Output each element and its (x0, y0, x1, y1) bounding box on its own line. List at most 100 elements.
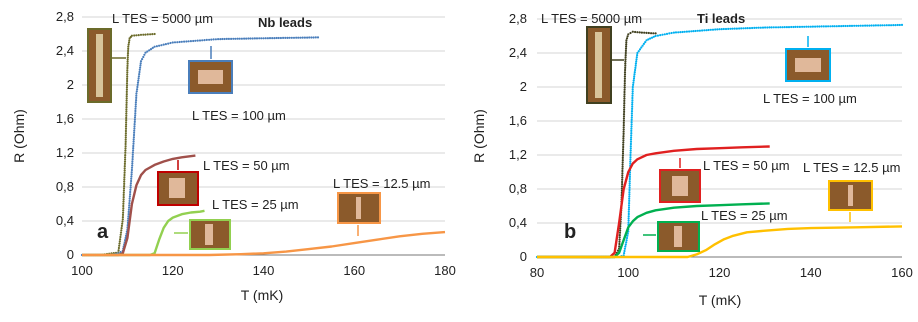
data-point (187, 40, 190, 43)
data-point (125, 123, 128, 126)
data-point (857, 24, 860, 27)
data-point (271, 37, 274, 40)
data-point (299, 36, 302, 39)
data-point (133, 127, 136, 130)
data-point (117, 249, 120, 252)
data-point (768, 26, 771, 29)
data-point (731, 27, 734, 30)
data-point (142, 33, 145, 36)
data-point (835, 25, 838, 28)
data-point (630, 114, 634, 117)
data-point (125, 114, 128, 117)
data-point (133, 125, 136, 128)
data-point (623, 77, 627, 80)
data-point (230, 37, 233, 41)
data-point (155, 45, 158, 48)
panel-b-label-12-5um: L TES = 12.5 µm (803, 160, 900, 175)
data-point (844, 24, 847, 28)
data-point (663, 33, 666, 36)
data-point (622, 132, 625, 135)
data-point (643, 31, 646, 34)
data-point (264, 37, 267, 40)
data-point (212, 38, 215, 41)
panel-a-leads-title: Nb leads (258, 15, 312, 30)
data-point (125, 86, 128, 89)
data-point (720, 28, 723, 31)
data-point (674, 31, 678, 34)
data-point (130, 34, 133, 37)
panel-a-label-5000um: L TES = 5000 µm (112, 11, 213, 26)
data-point (654, 34, 657, 38)
data-point (892, 24, 895, 27)
data-point (124, 138, 127, 141)
data-point (688, 30, 691, 33)
data-point (890, 24, 893, 27)
data-point (245, 37, 248, 40)
data-point (125, 82, 129, 85)
data-point (122, 200, 125, 203)
data-point (118, 242, 121, 245)
data-point (783, 26, 786, 29)
data-point (128, 195, 131, 198)
y-tick-label: 2,8 (56, 9, 74, 24)
data-point (130, 175, 133, 178)
data-point (119, 238, 122, 241)
data-point (629, 162, 632, 165)
data-point (624, 56, 627, 59)
y-tick-label: 2,4 (56, 43, 74, 58)
data-point (128, 202, 131, 205)
data-point (622, 124, 625, 127)
data-point (630, 118, 633, 121)
data-point (123, 171, 126, 174)
data-point (275, 36, 278, 40)
data-point (286, 36, 289, 40)
data-point (120, 229, 123, 232)
data-point (119, 231, 123, 234)
data-point (790, 25, 793, 29)
data-point (707, 28, 710, 32)
data-point (135, 90, 138, 93)
panel-b-xlabel: T (mK) (699, 292, 742, 308)
data-point (129, 188, 132, 191)
panel-b-label-5000um: L TES = 5000 µm (541, 11, 642, 26)
data-point (770, 26, 773, 29)
data-point (621, 161, 624, 164)
data-point (279, 36, 282, 40)
data-point (879, 24, 882, 27)
data-point (144, 33, 147, 36)
data-point (118, 240, 121, 243)
data-point (622, 117, 626, 120)
data-point (816, 25, 819, 28)
data-point (853, 24, 856, 27)
data-point (282, 36, 285, 40)
data-point (622, 141, 625, 144)
data-point (618, 238, 621, 241)
data-point (623, 104, 626, 107)
data-point (124, 145, 127, 148)
panel-b-label-25um: L TES = 25 µm (701, 208, 788, 223)
data-point (855, 24, 858, 27)
data-point (124, 127, 128, 130)
data-point (201, 39, 204, 42)
data-point (134, 107, 137, 110)
data-point (167, 42, 170, 45)
data-point (139, 66, 142, 69)
x-tick-label: 120 (709, 265, 731, 280)
data-point (122, 193, 125, 196)
data-point (255, 37, 259, 40)
data-point (131, 155, 134, 158)
data-point (126, 66, 129, 70)
data-point (153, 32, 156, 36)
series-25um-line (537, 202, 770, 259)
data-point (621, 172, 624, 175)
data-point (625, 39, 628, 42)
data-point (650, 36, 654, 39)
data-point (123, 178, 126, 181)
panel-a-xlabel: T (mK) (241, 287, 284, 303)
y-tick-label: 0,4 (56, 213, 74, 228)
data-point (824, 25, 828, 28)
data-point (122, 204, 125, 208)
data-point (742, 27, 745, 30)
data-point (125, 121, 128, 124)
data-point (621, 178, 624, 181)
